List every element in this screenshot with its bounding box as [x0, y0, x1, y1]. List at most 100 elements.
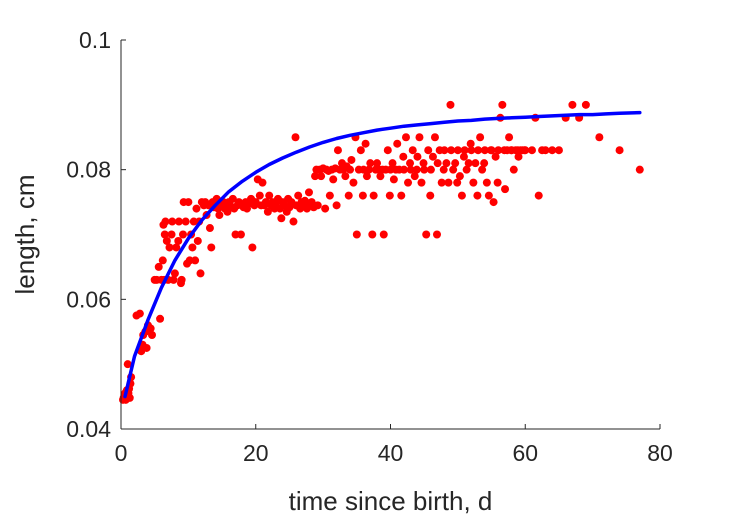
data-point: [146, 324, 155, 333]
data-point: [291, 133, 300, 142]
data-point: [505, 133, 514, 142]
data-point: [178, 230, 187, 239]
data-point: [325, 191, 334, 200]
data-point: [426, 191, 435, 200]
data-point: [311, 172, 320, 181]
data-point: [408, 146, 417, 155]
data-point: [333, 146, 342, 155]
data-point: [447, 146, 456, 155]
data-point: [352, 230, 361, 239]
data-point: [277, 214, 286, 223]
data-point: [379, 230, 388, 239]
x-tick-label: 0: [115, 440, 128, 466]
fit-line: [123, 110, 642, 399]
data-point: [366, 159, 375, 168]
data-point: [480, 146, 489, 155]
data-point: [428, 152, 437, 161]
data-point: [541, 146, 550, 155]
data-point: [188, 243, 197, 252]
data-point: [433, 159, 442, 168]
data-point: [358, 191, 367, 200]
data-point: [304, 188, 313, 197]
data-point: [554, 146, 563, 155]
data-point: [174, 217, 183, 226]
data-point: [332, 201, 341, 210]
data-point: [469, 178, 478, 187]
data-point: [356, 146, 365, 155]
data-point: [482, 178, 491, 187]
data-point: [548, 146, 557, 155]
data-point: [184, 198, 193, 207]
data-point: [168, 217, 177, 226]
data-point: [581, 100, 590, 109]
data-point: [294, 191, 303, 200]
data-point: [420, 165, 429, 174]
data-point: [368, 230, 377, 239]
data-point: [361, 139, 370, 148]
data-point: [534, 191, 543, 200]
data-point: [417, 178, 426, 187]
data-point: [347, 155, 356, 164]
data-point: [162, 236, 171, 245]
data-point: [170, 269, 179, 278]
data-point: [193, 236, 202, 245]
data-point: [457, 191, 466, 200]
data-point: [406, 165, 415, 174]
data-point: [265, 191, 274, 200]
data-point: [399, 165, 408, 174]
data-point: [191, 256, 200, 265]
data-point: [451, 159, 460, 168]
data-point: [156, 314, 165, 323]
data-point: [258, 178, 267, 187]
y-axis-label: length, cm: [10, 175, 40, 295]
data-point: [498, 100, 507, 109]
data-point: [160, 230, 169, 239]
data-point: [236, 230, 245, 239]
data-point: [125, 393, 134, 402]
data-point: [501, 185, 510, 194]
data-point: [172, 243, 181, 252]
data-point: [167, 230, 176, 239]
data-point: [123, 360, 132, 369]
data-point: [383, 146, 392, 155]
data-point: [462, 165, 471, 174]
data-point: [474, 146, 483, 155]
data-point: [177, 275, 186, 284]
data-point: [215, 211, 224, 220]
data-point: [248, 243, 257, 252]
data-point: [455, 172, 464, 181]
data-point: [313, 201, 322, 210]
data-point: [329, 175, 338, 184]
data-point: [169, 275, 178, 284]
x-axis-label: time since birth, d: [289, 486, 493, 516]
data-point: [205, 224, 214, 233]
data-point: [446, 100, 455, 109]
y-tick-label: 0.04: [66, 416, 111, 442]
data-point: [373, 159, 382, 168]
data-point: [440, 146, 449, 155]
data-point: [471, 159, 480, 168]
data-point: [527, 146, 536, 155]
data-point: [426, 165, 435, 174]
data-point: [635, 165, 644, 174]
x-ticks: 0 20 40 60 80: [115, 424, 673, 466]
data-point: [401, 133, 410, 142]
data-point: [376, 172, 385, 181]
data-point: [419, 159, 428, 168]
y-ticks: 0.04 0.06 0.08 0.1: [66, 27, 126, 442]
x-tick-label: 40: [378, 440, 404, 466]
data-point: [478, 165, 487, 174]
data-point: [410, 172, 419, 181]
data-point: [422, 230, 431, 239]
data-point: [346, 165, 355, 174]
data-point: [158, 256, 167, 265]
data-point: [568, 100, 577, 109]
data-point: [207, 243, 216, 252]
data-point: [385, 191, 394, 200]
data-point: [521, 146, 530, 155]
data-point: [460, 146, 469, 155]
data-point: [464, 159, 473, 168]
data-point: [615, 146, 624, 155]
